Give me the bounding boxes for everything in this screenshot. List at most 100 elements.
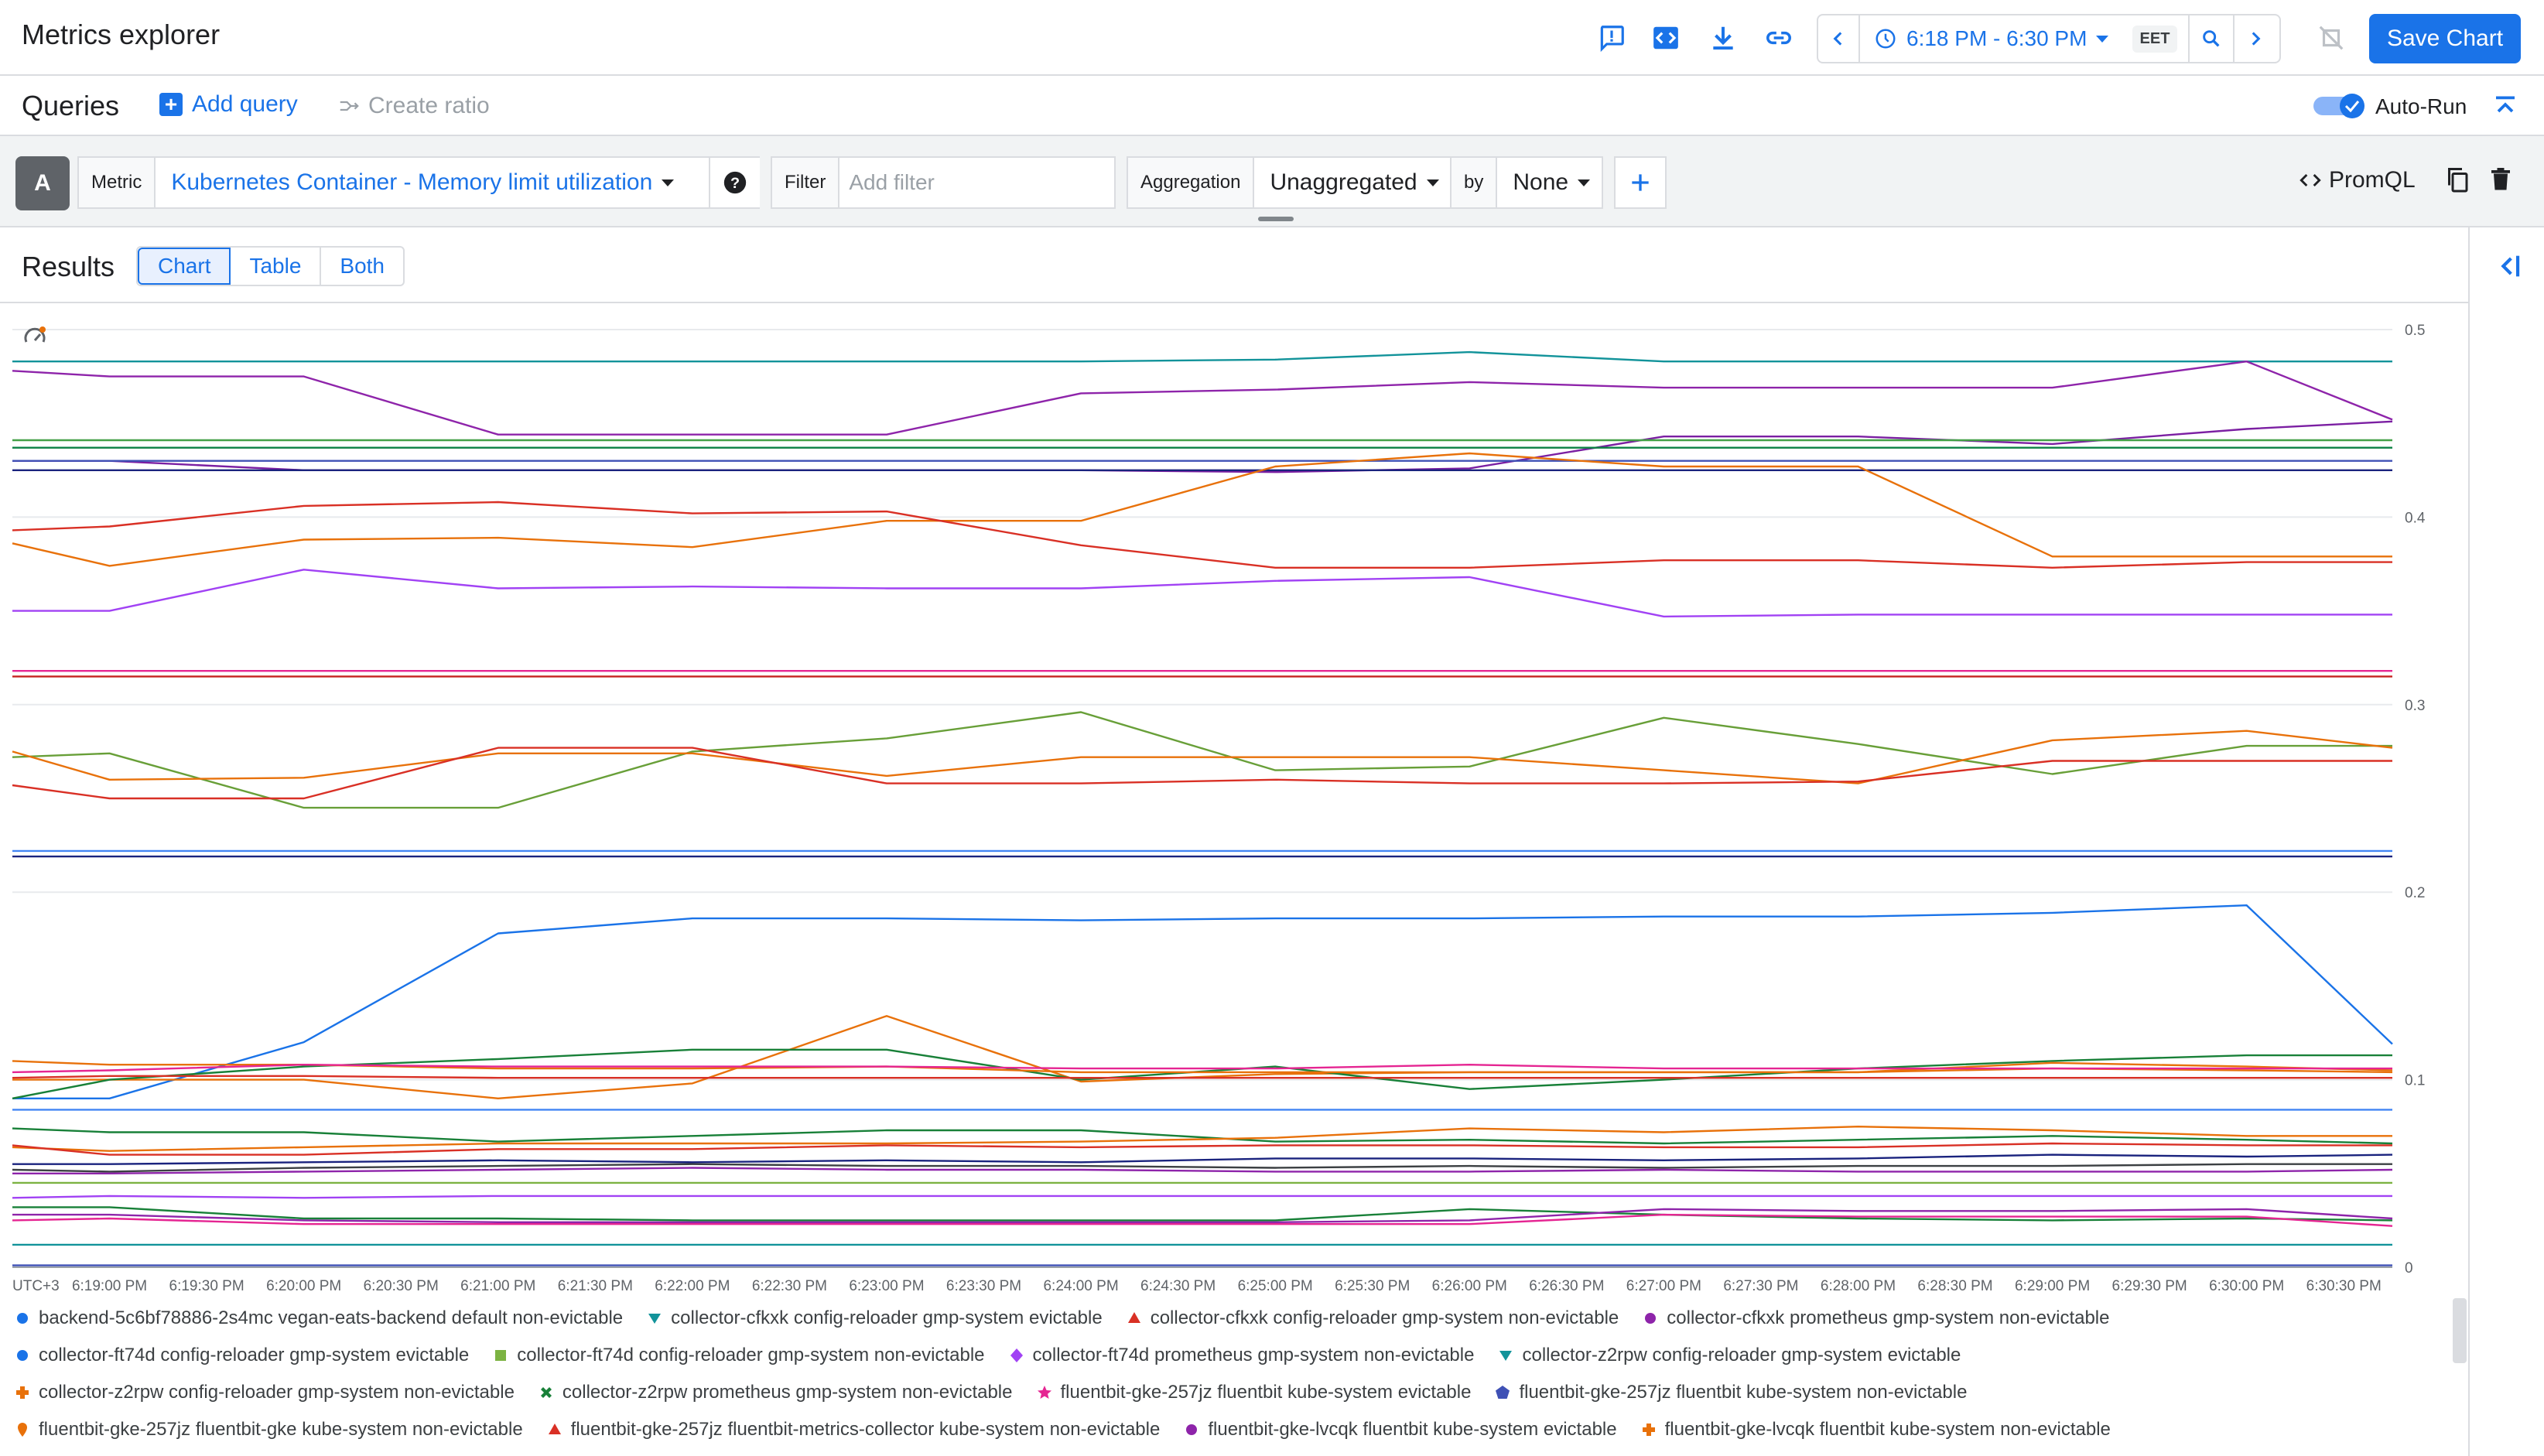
- metric-help-button[interactable]: ?: [709, 158, 760, 207]
- legend-item[interactable]: collector-cfkxk config-reloader gmp-syst…: [1126, 1307, 1619, 1329]
- series-line[interactable]: [12, 501, 2392, 569]
- help-icon: ?: [723, 171, 747, 194]
- legend-pin-marker-icon: [18, 1423, 27, 1437]
- code-icon[interactable]: [1651, 23, 1681, 53]
- y-tick-label: 0.1: [2405, 1073, 2425, 1089]
- y-axis-ticks: 0 0.1 0.2 0.3 0.4 0.5: [2405, 323, 2426, 1277]
- copy-icon[interactable]: [2443, 166, 2471, 193]
- tab-table[interactable]: Table: [231, 248, 322, 285]
- create-ratio-button[interactable]: Create ratio: [337, 93, 490, 119]
- series-line[interactable]: [12, 1213, 2393, 1227]
- filter-input[interactable]: Add filter: [849, 170, 935, 194]
- series-line[interactable]: [12, 1075, 2392, 1079]
- auto-run-toggle[interactable]: [2312, 93, 2368, 119]
- tab-chart[interactable]: Chart: [138, 248, 231, 285]
- series-line[interactable]: [12, 1060, 2393, 1074]
- series-line[interactable]: [12, 452, 2392, 567]
- chevron-down-icon: [1578, 179, 1591, 186]
- create-ratio-label: Create ratio: [368, 93, 490, 118]
- series-line[interactable]: [12, 569, 2392, 618]
- series-line[interactable]: [12, 1154, 2393, 1165]
- resize-handle[interactable]: [1258, 217, 1294, 221]
- series-line[interactable]: [12, 1125, 2392, 1152]
- legend-tri-up-marker-icon: [1127, 1312, 1140, 1323]
- sync-off-icon[interactable]: [2317, 23, 2346, 53]
- series-line[interactable]: [12, 1048, 2392, 1099]
- legend-label: fluentbit-gke-257jz fluentbit kube-syste…: [1060, 1382, 1472, 1403]
- promql-button[interactable]: PromQL: [2298, 167, 2416, 193]
- legend-item[interactable]: fluentbit-gke-257jz fluentbit kube-syste…: [1494, 1382, 1967, 1403]
- series-line[interactable]: [12, 904, 2393, 1100]
- series-line[interactable]: [12, 1064, 2392, 1074]
- view-mode-toggle: Chart Table Both: [136, 246, 405, 286]
- feedback-icon[interactable]: [1597, 23, 1626, 53]
- metric-selector[interactable]: Metric Kubernetes Container - Memory lim…: [77, 156, 760, 209]
- series-line[interactable]: [12, 1163, 2392, 1173]
- aggregation-selector[interactable]: Aggregation Unaggregated: [1127, 156, 1452, 209]
- series-line[interactable]: [12, 1167, 2393, 1175]
- download-icon[interactable]: [1708, 23, 1738, 53]
- add-icon: +: [159, 93, 183, 116]
- x-tick-label: 6:26:00 PM: [1432, 1278, 1507, 1294]
- legend-label: collector-cfkxk config-reloader gmp-syst…: [1150, 1307, 1619, 1328]
- time-range-selector[interactable]: 6:18 PM - 6:30 PM: [1860, 15, 2122, 62]
- x-tick-label: 6:27:00 PM: [1626, 1278, 1701, 1294]
- series-line[interactable]: [12, 730, 2393, 784]
- legend-item[interactable]: backend-5c6bf78886-2s4mc vegan-eats-back…: [14, 1307, 623, 1329]
- legend-item[interactable]: collector-ft74d prometheus gmp-system no…: [1008, 1345, 1474, 1366]
- series-line[interactable]: [12, 1195, 2392, 1199]
- legend-square-marker-icon: [495, 1350, 507, 1361]
- series-line[interactable]: [12, 747, 2392, 800]
- expand-panel-icon[interactable]: [2493, 251, 2524, 282]
- x-tick-label: 6:21:00 PM: [460, 1278, 535, 1294]
- legend-item[interactable]: collector-z2rpw prometheus gmp-system no…: [538, 1382, 1013, 1403]
- y-tick-label: 0.4: [2405, 510, 2426, 526]
- chevron-down-icon: [2096, 35, 2109, 43]
- collapse-up-icon[interactable]: [2491, 93, 2519, 121]
- series-line[interactable]: [12, 711, 2392, 809]
- legend-item[interactable]: collector-z2rpw config-reloader gmp-syst…: [1497, 1345, 1961, 1366]
- time-range-picker[interactable]: 6:18 PM - 6:30 PM EET: [1817, 14, 2281, 63]
- x-tick-label: 6:23:30 PM: [946, 1278, 1021, 1294]
- x-tick-label: 6:28:30 PM: [1917, 1278, 1992, 1294]
- filter-field[interactable]: Filter Add filter: [771, 156, 1116, 209]
- x-tick-label: 6:21:30 PM: [558, 1278, 633, 1294]
- tab-both[interactable]: Both: [340, 254, 385, 278]
- previous-range-button[interactable]: [1818, 15, 1858, 62]
- series-line[interactable]: [12, 1127, 2393, 1145]
- link-icon[interactable]: [1764, 23, 1793, 53]
- legend-item[interactable]: collector-cfkxk config-reloader gmp-syst…: [646, 1307, 1103, 1329]
- series-line[interactable]: [12, 1142, 2392, 1156]
- add-query-button[interactable]: + Add query: [159, 91, 298, 118]
- legend-item[interactable]: collector-ft74d config-reloader gmp-syst…: [492, 1345, 985, 1366]
- x-tick-label: 6:28:00 PM: [1821, 1278, 1896, 1294]
- legend-item[interactable]: fluentbit-gke-257jz fluentbit-gke kube-s…: [14, 1419, 523, 1441]
- legend-item[interactable]: collector-ft74d config-reloader gmp-syst…: [14, 1345, 469, 1366]
- legend-item[interactable]: fluentbit-gke-lvcqk fluentbit kube-syste…: [1640, 1419, 2111, 1441]
- scrollbar[interactable]: [2453, 1298, 2467, 1363]
- legend-item[interactable]: collector-cfkxk prometheus gmp-system no…: [1642, 1307, 2109, 1329]
- series-line[interactable]: [12, 1015, 2393, 1100]
- legend-label: collector-z2rpw config-reloader gmp-syst…: [1522, 1345, 1961, 1365]
- delete-icon[interactable]: [2487, 166, 2515, 193]
- zoom-button[interactable]: [2190, 15, 2233, 62]
- timezone-selector[interactable]: EET: [2122, 15, 2188, 62]
- save-chart-button[interactable]: Save Chart: [2369, 14, 2521, 63]
- series-line[interactable]: [12, 1208, 2393, 1224]
- next-range-button[interactable]: [2235, 15, 2276, 62]
- x-tick-label: 6:27:30 PM: [1723, 1278, 1798, 1294]
- series-line[interactable]: [12, 350, 2392, 363]
- add-operation-button[interactable]: [1614, 156, 1667, 209]
- legend-item[interactable]: collector-z2rpw config-reloader gmp-syst…: [14, 1382, 515, 1403]
- legend-item[interactable]: fluentbit-gke-257jz fluentbit kube-syste…: [1036, 1382, 1472, 1403]
- legend-item[interactable]: fluentbit-gke-lvcqk fluentbit kube-syste…: [1183, 1419, 1617, 1441]
- x-tick-label: 6:26:30 PM: [1529, 1278, 1604, 1294]
- group-by-selector[interactable]: by None: [1450, 156, 1603, 209]
- series-line[interactable]: [12, 1206, 2393, 1222]
- chart-reset-button[interactable]: [24, 326, 46, 343]
- chart-grid: [12, 329, 2392, 1268]
- legend-label: fluentbit-gke-lvcqk fluentbit kube-syste…: [1664, 1419, 2111, 1440]
- legend-item[interactable]: fluentbit-gke-257jz fluentbit-metrics-co…: [546, 1419, 1160, 1441]
- series-line[interactable]: [12, 360, 2393, 436]
- queries-title: Queries: [22, 90, 120, 121]
